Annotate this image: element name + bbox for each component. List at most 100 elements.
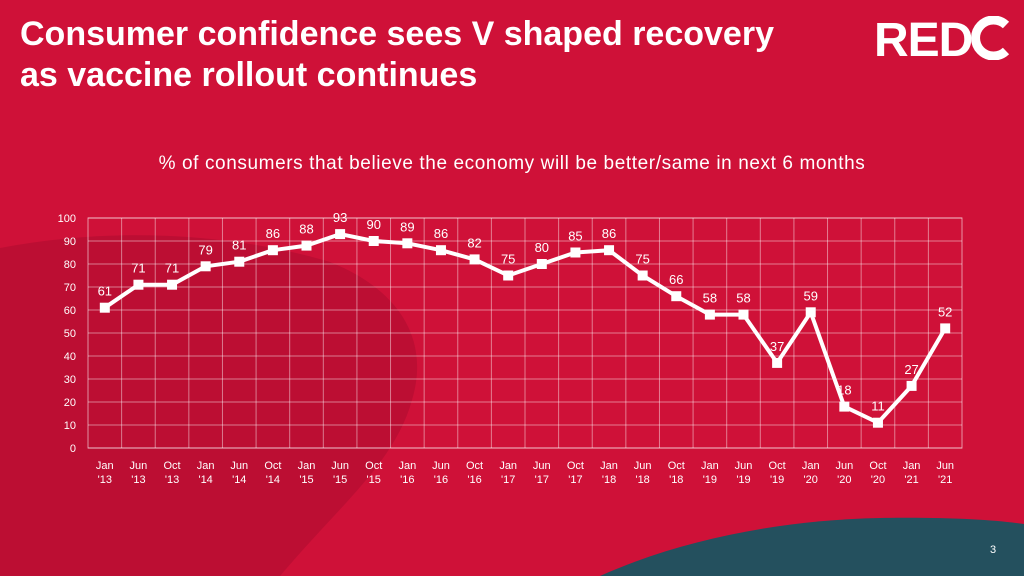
y-tick-label: 70 [64,282,76,294]
data-label: 61 [98,284,112,299]
data-point [671,291,682,302]
data-point [570,247,581,258]
x-tick-label: Oct '17 [567,460,584,486]
x-tick-label: Jun '13 [130,460,148,486]
data-point [234,256,245,267]
y-tick-label: 40 [64,351,76,363]
redc-logo: RED [874,16,1010,60]
data-point [301,240,312,251]
x-tick-label: Jun '15 [331,460,349,486]
data-label: 59 [803,288,817,303]
y-tick-label: 0 [70,443,76,455]
y-tick-label: 60 [64,305,76,317]
data-point [133,279,144,290]
x-tick-label: Jan '17 [499,460,517,486]
y-tick-label: 80 [64,259,76,271]
data-point [469,254,480,265]
x-tick-label: Oct '18 [668,460,685,486]
y-tick-label: 20 [64,397,76,409]
data-label: 71 [165,261,179,276]
data-label: 18 [837,383,851,398]
x-tick-label: Oct '20 [869,460,886,486]
data-point [335,229,346,240]
x-tick-label: Jan '19 [701,460,719,486]
data-point [604,245,615,256]
data-point [503,270,514,281]
data-point [839,401,850,412]
x-tick-label: Oct '16 [466,460,483,486]
data-label: 75 [635,252,649,267]
data-label: 81 [232,238,246,253]
x-tick-label: Oct '14 [264,460,281,486]
page-number: 3 [990,544,997,556]
data-label: 86 [434,226,448,241]
x-tick-label: Jun '21 [936,460,954,486]
chart-title: % of consumers that believe the economy … [158,153,866,174]
x-tick-label: Oct '15 [365,460,382,486]
y-tick-label: 100 [58,213,76,225]
data-point [200,261,211,272]
logo-c-arc [971,16,1010,60]
data-label: 86 [266,226,280,241]
x-tick-label: Jan '21 [903,460,921,486]
x-tick-label: Jan '18 [600,460,618,486]
series-line [103,232,947,425]
data-point [872,417,883,428]
x-tick-label: Jan '13 [96,460,114,486]
data-point [704,309,715,320]
data-point [536,259,547,269]
data-point [805,307,816,318]
x-tick-label: Oct '19 [769,460,786,486]
data-label: 37 [770,339,784,354]
data-label: 58 [703,291,717,306]
y-tick-label: 50 [64,328,76,340]
data-label: 88 [299,222,313,237]
data-label: 80 [535,240,549,255]
data-point [167,279,178,290]
data-point [435,245,446,256]
data-point [637,270,648,281]
data-label: 79 [198,242,212,257]
x-tick-label: Jun '16 [432,460,450,486]
data-label: 75 [501,252,515,267]
slide-title: Consumer confidence sees V shaped recove… [20,15,774,94]
data-label: 52 [938,304,952,319]
data-label: 71 [131,261,145,276]
x-tick-label: Jan '14 [197,460,215,486]
data-point [267,245,278,256]
data-label: 89 [400,219,414,234]
y-tick-label: 90 [64,236,76,248]
x-tick-label: Jun '19 [735,460,753,486]
x-tick-label: Jan '15 [298,460,316,486]
data-label: 90 [366,217,380,232]
x-tick-label: Jan '16 [398,460,416,486]
logo-text: RED [874,16,972,60]
x-tick-label: Jan '20 [802,460,820,486]
data-label: 58 [736,291,750,306]
data-point [772,357,783,368]
x-tick-label: Jun '18 [634,460,652,486]
data-point [738,309,749,320]
data-label: 82 [467,235,481,250]
y-tick-label: 10 [64,420,76,432]
data-point [368,236,379,246]
y-tick-label: 30 [64,374,76,386]
data-label: 85 [568,229,582,244]
data-label: 93 [333,210,347,225]
dark-red-shape [0,235,418,576]
data-point [906,380,917,391]
data-point [402,238,413,249]
data-point [940,323,951,334]
x-tick-label: Jun '14 [230,460,248,486]
teal-wave-shape [600,517,1024,576]
x-tick-label: Jun '17 [533,460,551,486]
data-label: 66 [669,272,683,287]
x-tick-label: Oct '13 [163,460,180,486]
data-point [99,302,110,313]
data-label: 86 [602,226,616,241]
x-tick-label: Jun '20 [835,460,853,486]
data-label: 27 [904,362,918,377]
plot-area [87,217,963,449]
